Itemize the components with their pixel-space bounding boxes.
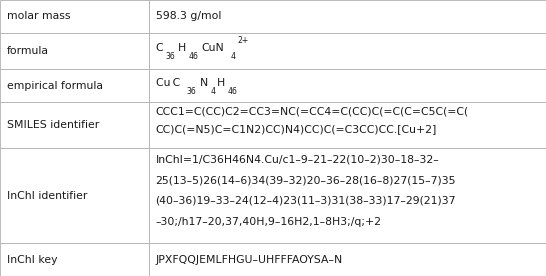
Bar xyxy=(0,0,149,33)
Bar xyxy=(0,148,149,243)
Text: 4: 4 xyxy=(210,87,215,96)
Text: InChI=1/C36H46N4.Cu/c1–9–21–22(10–2)30–18–32–: InChI=1/C36H46N4.Cu/c1–9–21–22(10–2)30–1… xyxy=(156,155,440,164)
Text: InChI identifier: InChI identifier xyxy=(7,191,87,201)
Bar xyxy=(0,243,149,276)
Bar xyxy=(0,102,149,148)
Text: CCC1=C(CC)C2=CC3=NC(=CC4=C(CC)C(=C(C=C5C(=C(: CCC1=C(CC)C2=CC3=NC(=CC4=C(CC)C(=C(C=C5C… xyxy=(156,107,468,117)
Text: (40–36)19–33–24(12–4)23(11–3)31(38–33)17–29(21)37: (40–36)19–33–24(12–4)23(11–3)31(38–33)17… xyxy=(156,196,456,206)
Bar xyxy=(0,33,149,69)
Text: molar mass: molar mass xyxy=(7,11,70,21)
Text: 36: 36 xyxy=(187,87,197,96)
Bar xyxy=(149,0,546,33)
Text: CC)C(=N5)C=C1N2)CC)N4)CC)C(=C3CC)CC.[Cu+2]: CC)C(=N5)C=C1N2)CC)N4)CC)C(=C3CC)CC.[Cu+… xyxy=(156,124,437,134)
Text: 36: 36 xyxy=(165,52,175,61)
Bar xyxy=(149,102,546,148)
Bar xyxy=(0,69,149,102)
Text: C: C xyxy=(156,43,163,53)
Bar xyxy=(149,243,546,276)
Text: formula: formula xyxy=(7,46,49,56)
Bar xyxy=(149,69,546,102)
Text: H: H xyxy=(217,78,225,87)
Text: 46: 46 xyxy=(189,52,199,61)
Text: 46: 46 xyxy=(227,87,237,96)
Text: 25(13–5)26(14–6)34(39–32)20–36–28(16–8)27(15–7)35: 25(13–5)26(14–6)34(39–32)20–36–28(16–8)2… xyxy=(156,175,456,185)
Text: InChI key: InChI key xyxy=(7,255,57,265)
Text: CuN: CuN xyxy=(201,43,224,53)
Text: 2+: 2+ xyxy=(237,36,248,45)
Text: –30;/h17–20,37,40H,9–16H2,1–8H3;/q;+2: –30;/h17–20,37,40H,9–16H2,1–8H3;/q;+2 xyxy=(156,217,382,227)
Text: 598.3 g/mol: 598.3 g/mol xyxy=(156,11,221,21)
Text: 4: 4 xyxy=(231,52,236,61)
Text: N: N xyxy=(199,78,207,87)
Text: SMILES identifier: SMILES identifier xyxy=(7,120,99,130)
Bar xyxy=(149,33,546,69)
Text: H: H xyxy=(178,43,186,53)
Text: Cu C: Cu C xyxy=(156,78,180,87)
Text: empirical formula: empirical formula xyxy=(7,81,103,91)
Bar xyxy=(149,148,546,243)
Text: JPXFQQJEMLFHGU–UHFFFAOYSA–N: JPXFQQJEMLFHGU–UHFFFAOYSA–N xyxy=(156,255,343,265)
